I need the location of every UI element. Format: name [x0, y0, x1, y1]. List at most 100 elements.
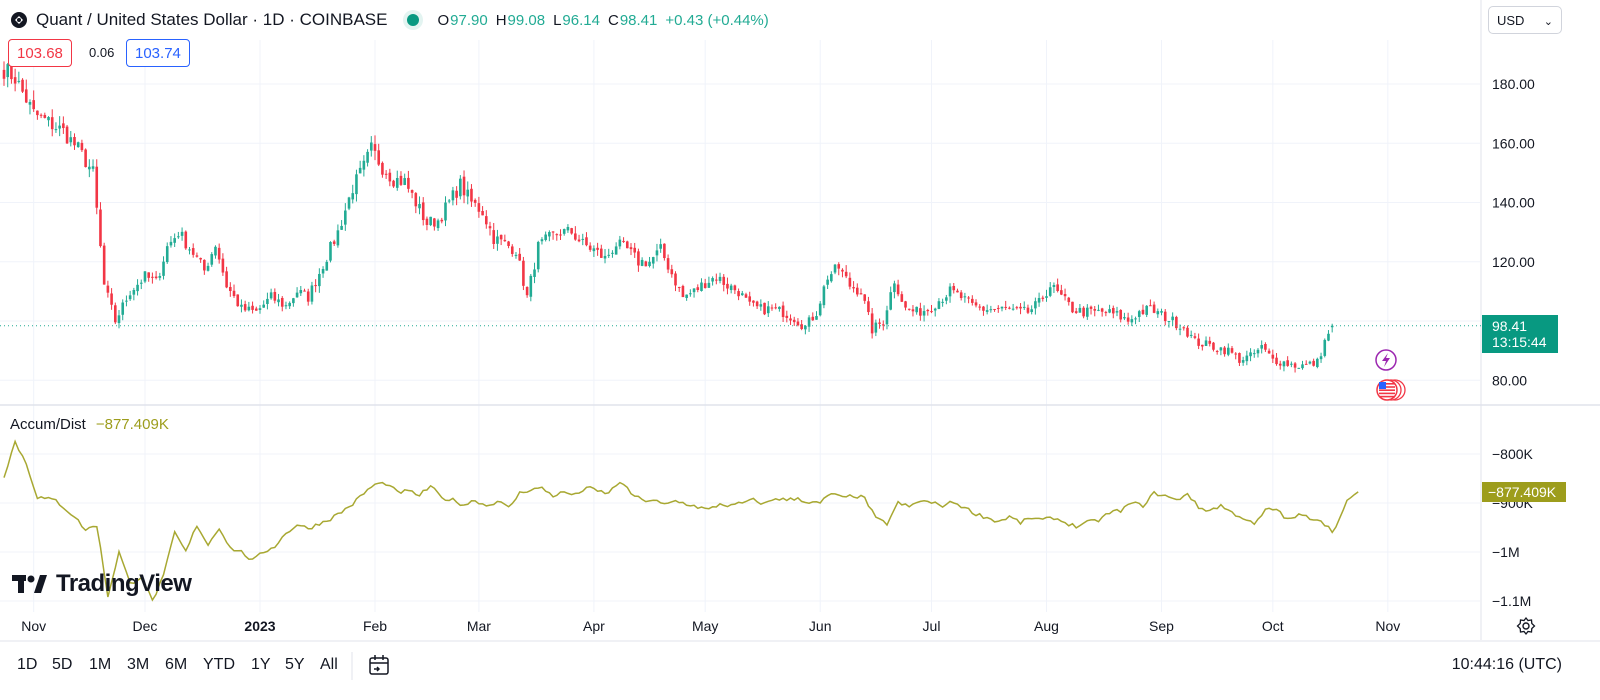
time-tick-label: Aug	[1034, 618, 1059, 634]
candle	[225, 266, 228, 289]
brand-name: TradingView	[56, 570, 192, 597]
candle	[1074, 307, 1078, 314]
candle	[310, 281, 314, 305]
candle	[985, 304, 989, 315]
candle	[69, 131, 73, 147]
candle	[332, 239, 336, 246]
candle	[651, 256, 655, 269]
clock-utc[interactable]: 10:44:16 (UTC)	[1451, 656, 1562, 673]
gear-icon[interactable]	[1516, 616, 1536, 636]
candle	[1301, 360, 1304, 370]
tradingview-logo[interactable]: TradingView	[12, 569, 192, 599]
candle	[62, 116, 65, 134]
candle	[132, 287, 136, 301]
candle	[1149, 299, 1152, 307]
candle	[726, 277, 729, 295]
candle	[963, 292, 967, 303]
ad-tick-label: −1.1M	[1492, 593, 1531, 609]
candle	[1219, 346, 1223, 356]
candle	[321, 266, 325, 278]
candle	[1297, 367, 1301, 369]
candle	[1000, 306, 1004, 312]
candle	[1278, 360, 1282, 370]
ad-last-value: −877.409K	[1488, 484, 1557, 500]
candle	[822, 284, 826, 309]
candle	[889, 286, 892, 311]
candle	[800, 320, 803, 331]
candle	[1037, 292, 1041, 307]
timeframe-button-5d[interactable]: 5D	[52, 656, 73, 673]
timeframe-button-5y[interactable]: 5Y	[285, 656, 305, 673]
candle	[1327, 330, 1330, 342]
candle	[585, 232, 588, 247]
candle	[151, 272, 154, 284]
chart-title[interactable]: Quant / United States Dollar · 1D · COIN…	[36, 10, 388, 29]
candle	[548, 230, 551, 242]
candle	[796, 318, 800, 327]
candle	[1182, 326, 1186, 331]
time-tick-label: Oct	[1262, 618, 1284, 634]
candle	[1319, 352, 1323, 363]
indicator-name: Accum/Dist	[10, 416, 86, 433]
candle	[507, 240, 510, 249]
candle	[1290, 361, 1293, 368]
candle	[110, 288, 113, 310]
candle	[158, 272, 162, 281]
candle	[1145, 305, 1148, 318]
candle	[229, 282, 232, 297]
time-tick-label: Jul	[923, 618, 941, 634]
timeframe-button-1y[interactable]: 1Y	[251, 656, 271, 673]
candle	[1115, 306, 1119, 317]
timeframe-button-all[interactable]: All	[320, 656, 338, 673]
countdown-value: 13:15:44	[1492, 334, 1547, 350]
candle	[540, 237, 544, 245]
quant-logo-icon	[11, 12, 27, 28]
market-status-dot[interactable]	[407, 14, 420, 26]
candle	[1160, 308, 1163, 316]
candle	[633, 242, 636, 258]
indicator-legend[interactable]: Accum/Dist −877.409K	[10, 416, 169, 433]
candle	[258, 305, 262, 314]
candle	[1123, 312, 1126, 321]
lightning-event-icon[interactable]	[1375, 349, 1397, 371]
candle	[143, 271, 147, 284]
candle	[492, 223, 496, 249]
currency-select[interactable]: USD ⌄	[1488, 6, 1562, 34]
buy-price-button[interactable]: 103.74	[126, 39, 190, 67]
candle	[481, 206, 484, 216]
candle	[1193, 332, 1197, 340]
candle	[210, 252, 214, 267]
indicator-value: −877.409K	[95, 416, 169, 433]
candle	[306, 288, 310, 306]
candle	[503, 234, 507, 242]
candle	[314, 279, 317, 293]
candle	[937, 298, 941, 310]
candle	[729, 283, 733, 294]
candle	[1056, 278, 1059, 293]
calendar-goto-icon[interactable]	[367, 653, 391, 677]
candle	[459, 175, 462, 200]
candle	[336, 224, 340, 248]
sell-price-button[interactable]: 103.68	[8, 39, 72, 67]
ad-tick-label: −800K	[1492, 446, 1534, 462]
candle	[1260, 340, 1263, 354]
us-flag-event-icon[interactable]	[1376, 379, 1406, 401]
time-tick-label: 2023	[244, 618, 275, 634]
timeframe-button-1d[interactable]: 1D	[17, 656, 38, 673]
candle	[852, 281, 855, 293]
accum-dist-line	[3, 439, 1359, 602]
timeframe-button-1m[interactable]: 1M	[89, 656, 112, 673]
ohlc-change: +0.43 (+0.44%)	[665, 11, 769, 29]
candle	[525, 286, 529, 298]
ad-last-label: −877.409K	[1482, 482, 1566, 502]
last-price-value: 98.41	[1492, 318, 1527, 334]
time-tick-label: May	[692, 618, 718, 634]
candle	[900, 291, 904, 303]
candle	[162, 256, 165, 280]
candle	[451, 186, 455, 206]
timeframe-button-ytd[interactable]: YTD	[203, 656, 235, 673]
timeframe-button-3m[interactable]: 3M	[127, 656, 150, 673]
candle	[251, 301, 254, 314]
timeframe-button-6m[interactable]: 6M	[165, 656, 188, 673]
